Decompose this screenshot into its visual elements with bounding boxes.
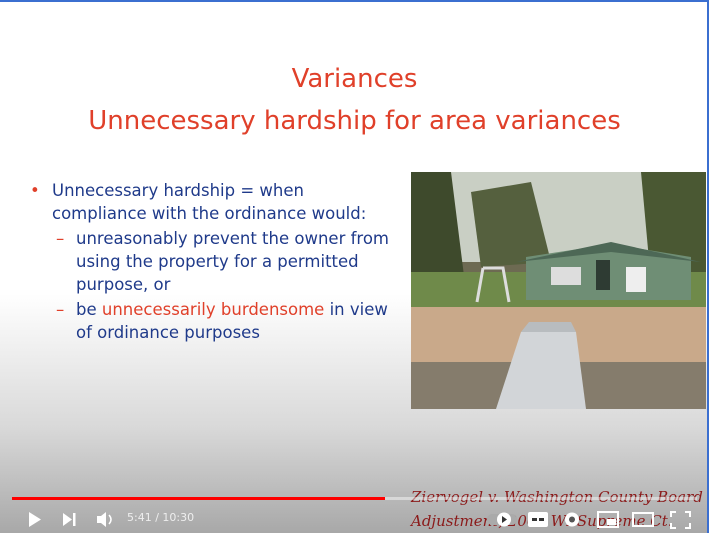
video-frame: Variances Unnecessary hardship for area … <box>0 0 709 533</box>
captions-button[interactable] <box>528 512 548 527</box>
sub-bullet: be <box>76 300 97 319</box>
settings-button[interactable] <box>565 513 579 527</box>
player-controls <box>0 492 709 533</box>
photo <box>411 172 706 409</box>
play-button[interactable] <box>29 512 41 527</box>
bullet-list: Unnecessary hardship = when compliance w… <box>30 179 400 346</box>
progress-fill <box>12 497 385 500</box>
time-display: 5:41 / 10:30 <box>127 511 194 524</box>
next-button[interactable] <box>63 513 76 526</box>
autoplay-toggle[interactable] <box>487 513 517 527</box>
theater-button[interactable] <box>633 513 653 526</box>
volume-button[interactable] <box>97 512 111 527</box>
fullscreen-button[interactable] <box>671 512 690 528</box>
slide-subtitle: Unnecessary hardship for area variances <box>0 106 709 136</box>
highlight: unnecessarily burdensome <box>102 300 324 319</box>
slide-title: Variances <box>0 64 709 94</box>
sub-bullet: unreasonably prevent the owner from usin… <box>76 229 389 294</box>
bullet-text: Unnecessary hardship = when compliance w… <box>52 181 366 223</box>
miniplayer-button[interactable] <box>598 512 618 527</box>
